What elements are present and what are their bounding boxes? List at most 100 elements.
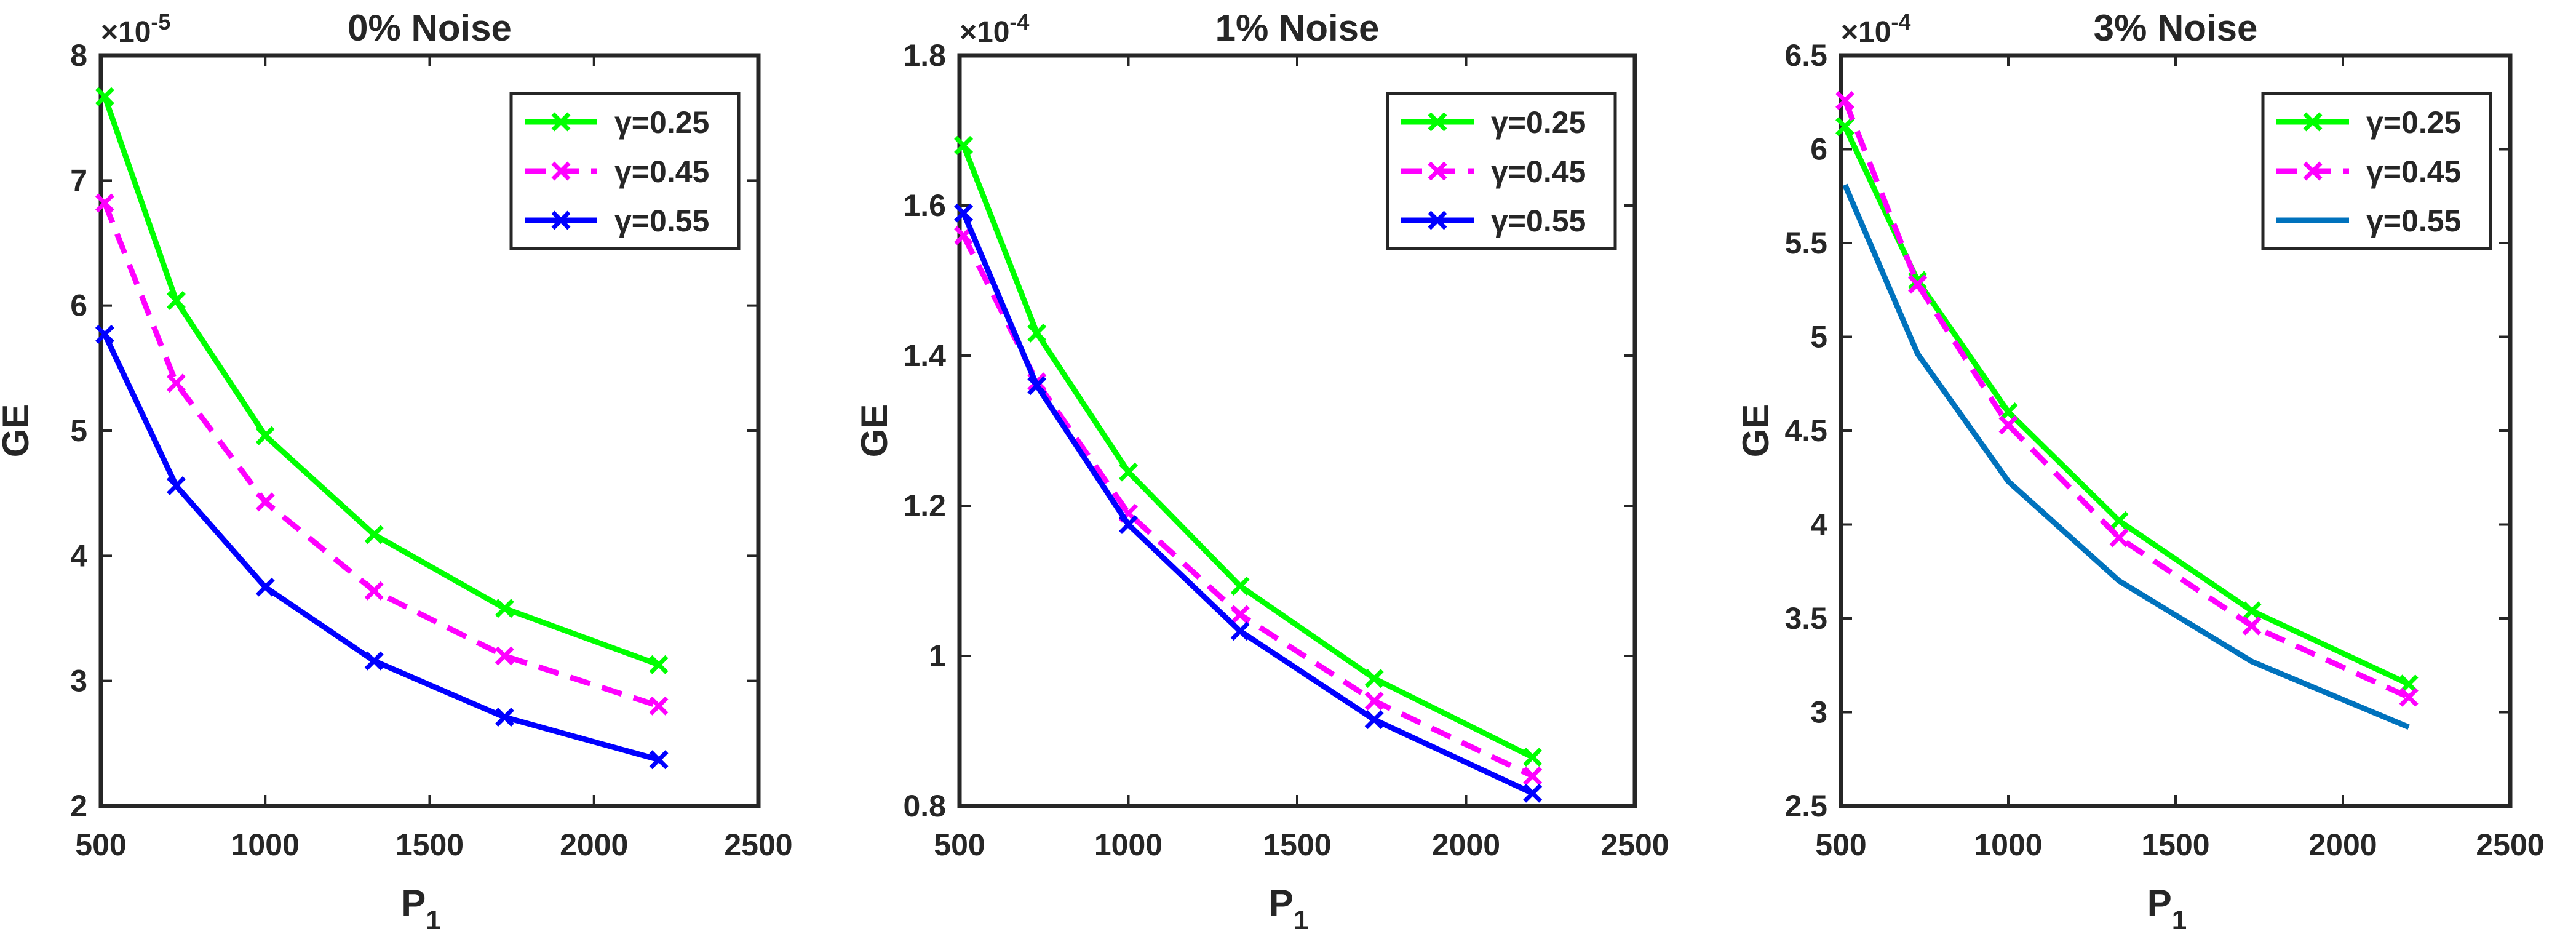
marker-stroke: [1119, 462, 1138, 482]
x-tick-label: 2000: [1432, 828, 1500, 862]
marker-stroke: [255, 492, 275, 512]
marker-stroke: [649, 655, 669, 674]
x-axis-label-subscript: 1: [2172, 905, 2187, 935]
data-point-marker: [255, 426, 275, 445]
data-point-marker: [649, 696, 669, 716]
data-point-marker: [255, 492, 275, 512]
series-3: [1842, 183, 2410, 730]
data-point-marker: [649, 655, 669, 674]
exponent-base: ×10: [960, 16, 1009, 49]
y-tick-label: 2.5: [1784, 789, 1827, 823]
data-point-marker: [1027, 323, 1047, 343]
x-tick-label: 2500: [724, 828, 792, 862]
series-line: [961, 212, 1534, 796]
data-point-marker: [1835, 117, 1855, 137]
legend-item-2: γ=0.45: [1401, 154, 1586, 189]
legend-label: γ=0.45: [614, 154, 709, 189]
y-tick-label: 3: [70, 664, 87, 698]
legend-marker: [1428, 161, 1447, 181]
data-point-marker: [1523, 783, 1543, 803]
legend-label: γ=0.45: [1491, 154, 1586, 189]
data-point-marker: [166, 476, 186, 495]
chart-panel-2: 500 1000 1500 2000 2500 0.8 1 1.2 1.4 1.6 1.8 1% No…: [854, 7, 1669, 935]
legend-item-1: γ=0.25: [525, 105, 709, 140]
legend: γ=0.25 γ=0.45 γ=0.55: [2261, 92, 2492, 250]
legend-marker: [1428, 112, 1447, 132]
exponent-base: ×10: [101, 16, 151, 49]
exponent-label: ×10-4: [960, 9, 1029, 49]
exponent-power: -5: [151, 9, 170, 34]
y-tick-label: 1.2: [903, 489, 946, 523]
marker-stroke: [95, 193, 114, 213]
y-tick-label: 4: [1810, 508, 1827, 542]
data-point-marker: [2242, 616, 2262, 636]
y-axis-label: GE: [0, 404, 36, 458]
data-point-marker: [1119, 462, 1138, 482]
data-point-marker: [1230, 577, 1250, 596]
marker-stroke: [1908, 274, 1928, 294]
chart-title: 0% Noise: [348, 7, 512, 49]
legend-item-1: γ=0.25: [2276, 105, 2461, 140]
series-line: [102, 202, 660, 709]
marker-stroke: [954, 203, 974, 223]
axes-box: [98, 53, 761, 808]
legend-marker: [551, 210, 571, 230]
x-tick-label: 1000: [1094, 828, 1163, 862]
marker-stroke: [2109, 511, 2129, 530]
x-axis-label-main: P: [1269, 882, 1294, 924]
marker-stroke: [364, 651, 384, 671]
marker-stroke: [166, 373, 186, 393]
y-tick-label: 8: [70, 38, 87, 73]
y-tick-label: 3.5: [1784, 601, 1827, 636]
data-point-marker: [954, 203, 974, 223]
data-point-marker: [2109, 528, 2129, 548]
x-tick-label: 1500: [2141, 828, 2209, 862]
legend-label: γ=0.25: [2366, 105, 2461, 140]
chart-title: 3% Noise: [2094, 7, 2258, 49]
series-line: [1842, 125, 2411, 687]
exponent-label: ×10-4: [1841, 9, 1910, 49]
series-2: [95, 193, 669, 716]
y-tick-label: 0.8: [903, 789, 946, 823]
axes-box: [1839, 53, 2513, 808]
y-tick-label: 1.4: [903, 338, 946, 373]
data-point-marker: [166, 291, 186, 311]
x-axis-label-subscript: 1: [426, 905, 440, 935]
series-1: [1835, 117, 2419, 694]
marker-stroke: [1523, 748, 1543, 767]
data-point-marker: [1230, 621, 1250, 641]
marker-stroke: [495, 599, 514, 618]
legend-label: γ=0.55: [2366, 204, 2461, 238]
series-line: [102, 95, 660, 668]
marker-stroke: [1364, 710, 1384, 730]
data-point-marker: [1908, 274, 1928, 294]
marker-stroke: [954, 135, 974, 155]
exponent-power: -4: [1009, 9, 1029, 34]
series-line: [102, 333, 660, 763]
y-axis-label: GE: [854, 404, 895, 458]
marker-stroke: [1027, 376, 1047, 396]
legend-label: γ=0.25: [1491, 105, 1586, 140]
legend-marker: [2303, 112, 2323, 132]
y-tick-label: 1.8: [903, 38, 946, 73]
legend-marker: [1428, 210, 1447, 230]
data-point-marker: [1027, 376, 1047, 396]
x-tick-label: 500: [934, 828, 985, 862]
axes-box: [957, 53, 1637, 808]
x-tick-label: 1500: [1263, 828, 1331, 862]
data-point-marker: [495, 599, 514, 618]
data-point-marker: [1998, 415, 2018, 435]
series-line: [961, 144, 1534, 760]
x-tick-label: 500: [1815, 828, 1866, 862]
marker-stroke: [2242, 616, 2262, 636]
y-tick-label: 3: [1810, 695, 1827, 730]
data-point-marker: [1230, 605, 1250, 625]
data-point-marker: [495, 646, 514, 666]
data-point-marker: [1119, 515, 1138, 534]
legend-item-3: γ=0.55: [525, 204, 709, 238]
legend-item-3: γ=0.55: [2276, 204, 2461, 238]
legend-marker: [2303, 161, 2323, 181]
data-point-marker: [495, 708, 514, 727]
data-point-marker: [1835, 90, 1855, 110]
x-axis-label: P1: [2147, 882, 2187, 935]
